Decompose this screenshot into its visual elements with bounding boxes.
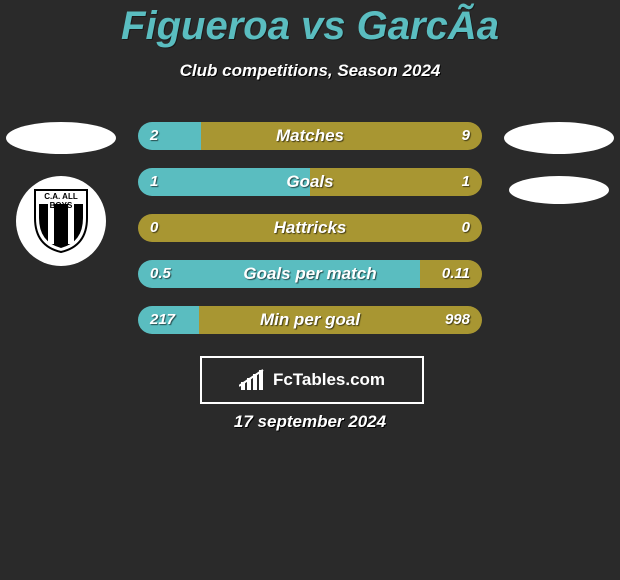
left-column: C.A. ALL BOYS xyxy=(6,122,116,266)
right-column xyxy=(504,122,614,226)
stat-label: Goals xyxy=(138,168,482,196)
brand-text: FcTables.com xyxy=(273,370,385,390)
club-badge-text: C.A. ALL BOYS xyxy=(33,192,89,210)
club-badge: C.A. ALL BOYS xyxy=(16,176,106,266)
shield-icon: C.A. ALL BOYS xyxy=(33,188,89,254)
stat-label: Hattricks xyxy=(138,214,482,242)
stat-label: Min per goal xyxy=(138,306,482,334)
chart-icon xyxy=(239,368,267,392)
stat-label: Matches xyxy=(138,122,482,150)
page-subtitle: Club competitions, Season 2024 xyxy=(0,61,620,81)
date-text: 17 september 2024 xyxy=(0,412,620,432)
player-photo-placeholder xyxy=(504,122,614,154)
brand-box: FcTables.com xyxy=(200,356,424,404)
stat-row: 00Hattricks xyxy=(138,214,482,242)
stat-row: 217998Min per goal xyxy=(138,306,482,334)
stat-row: 11Goals xyxy=(138,168,482,196)
stats-list: 29Matches 11Goals 00Hattricks 0.50.11Goals … xyxy=(138,122,482,352)
stat-label: Goals per match xyxy=(138,260,482,288)
stat-row: 29Matches xyxy=(138,122,482,150)
stat-row: 0.50.11Goals per match xyxy=(138,260,482,288)
page-title: Figueroa vs GarcÃ­a xyxy=(0,4,620,49)
club-badge-placeholder xyxy=(509,176,609,204)
player-photo-placeholder xyxy=(6,122,116,154)
